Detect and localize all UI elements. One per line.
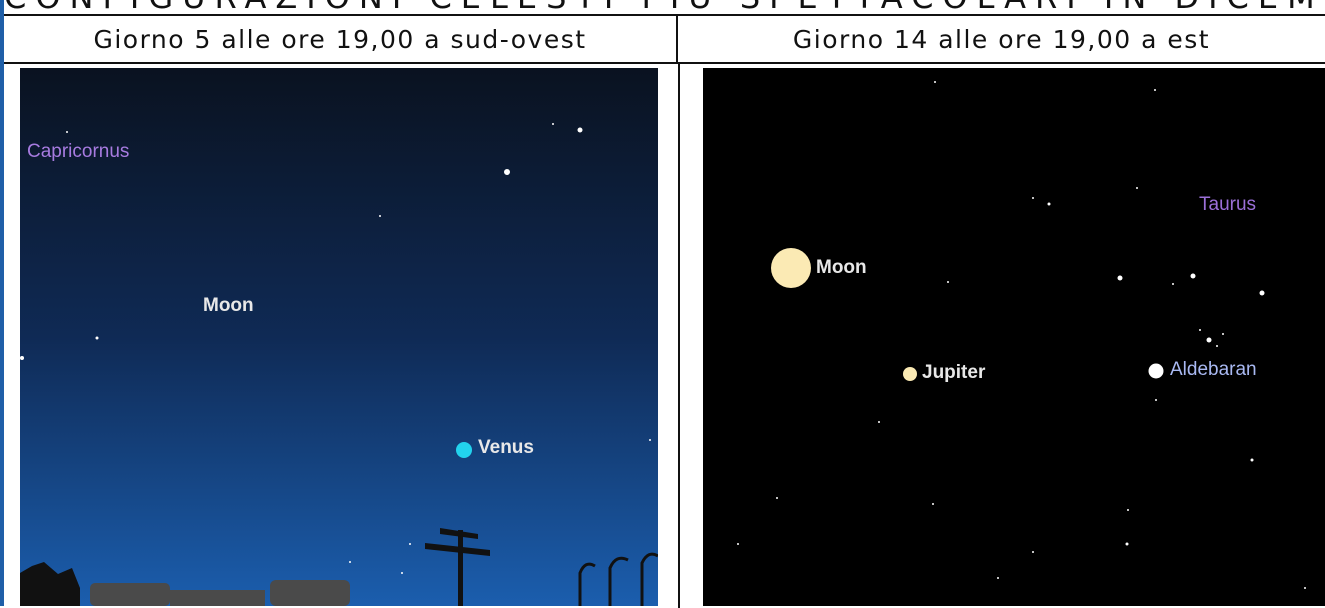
jupiter-dot <box>903 367 917 381</box>
star-label: Aldebaran <box>1170 359 1257 380</box>
aldebaran-dot <box>1149 364 1164 379</box>
moon-label: Moon <box>816 257 867 278</box>
constellation-label: Capricornus <box>27 141 129 162</box>
planet-label: Venus <box>478 437 534 458</box>
moon-disc <box>771 248 811 288</box>
venus-dot <box>456 442 472 458</box>
page-title: CONFIGURAZIONI CELESTI PIÙ SPETTACOLARI … <box>4 0 1325 14</box>
title-crop: CONFIGURAZIONI CELESTI PIÙ SPETTACOLARI … <box>4 0 1325 14</box>
column-divider <box>678 62 680 608</box>
page: CONFIGURAZIONI CELESTI PIÙ SPETTACOLARI … <box>0 0 1325 606</box>
planet-label: Jupiter <box>922 362 986 383</box>
sky-image-east: Moon Jupiter Taurus Aldebaran <box>703 68 1325 606</box>
constellation-label: Taurus <box>1199 194 1256 215</box>
table-header: Giorno 5 alle ore 19,00 a sud-ovest <box>4 16 678 64</box>
sky-image-southwest: Capricornus Moon Venus <box>20 68 658 606</box>
moon-label: Moon <box>203 295 254 316</box>
sky-background <box>703 68 1325 606</box>
table-header: Giorno 14 alle ore 19,00 a est <box>678 16 1325 64</box>
